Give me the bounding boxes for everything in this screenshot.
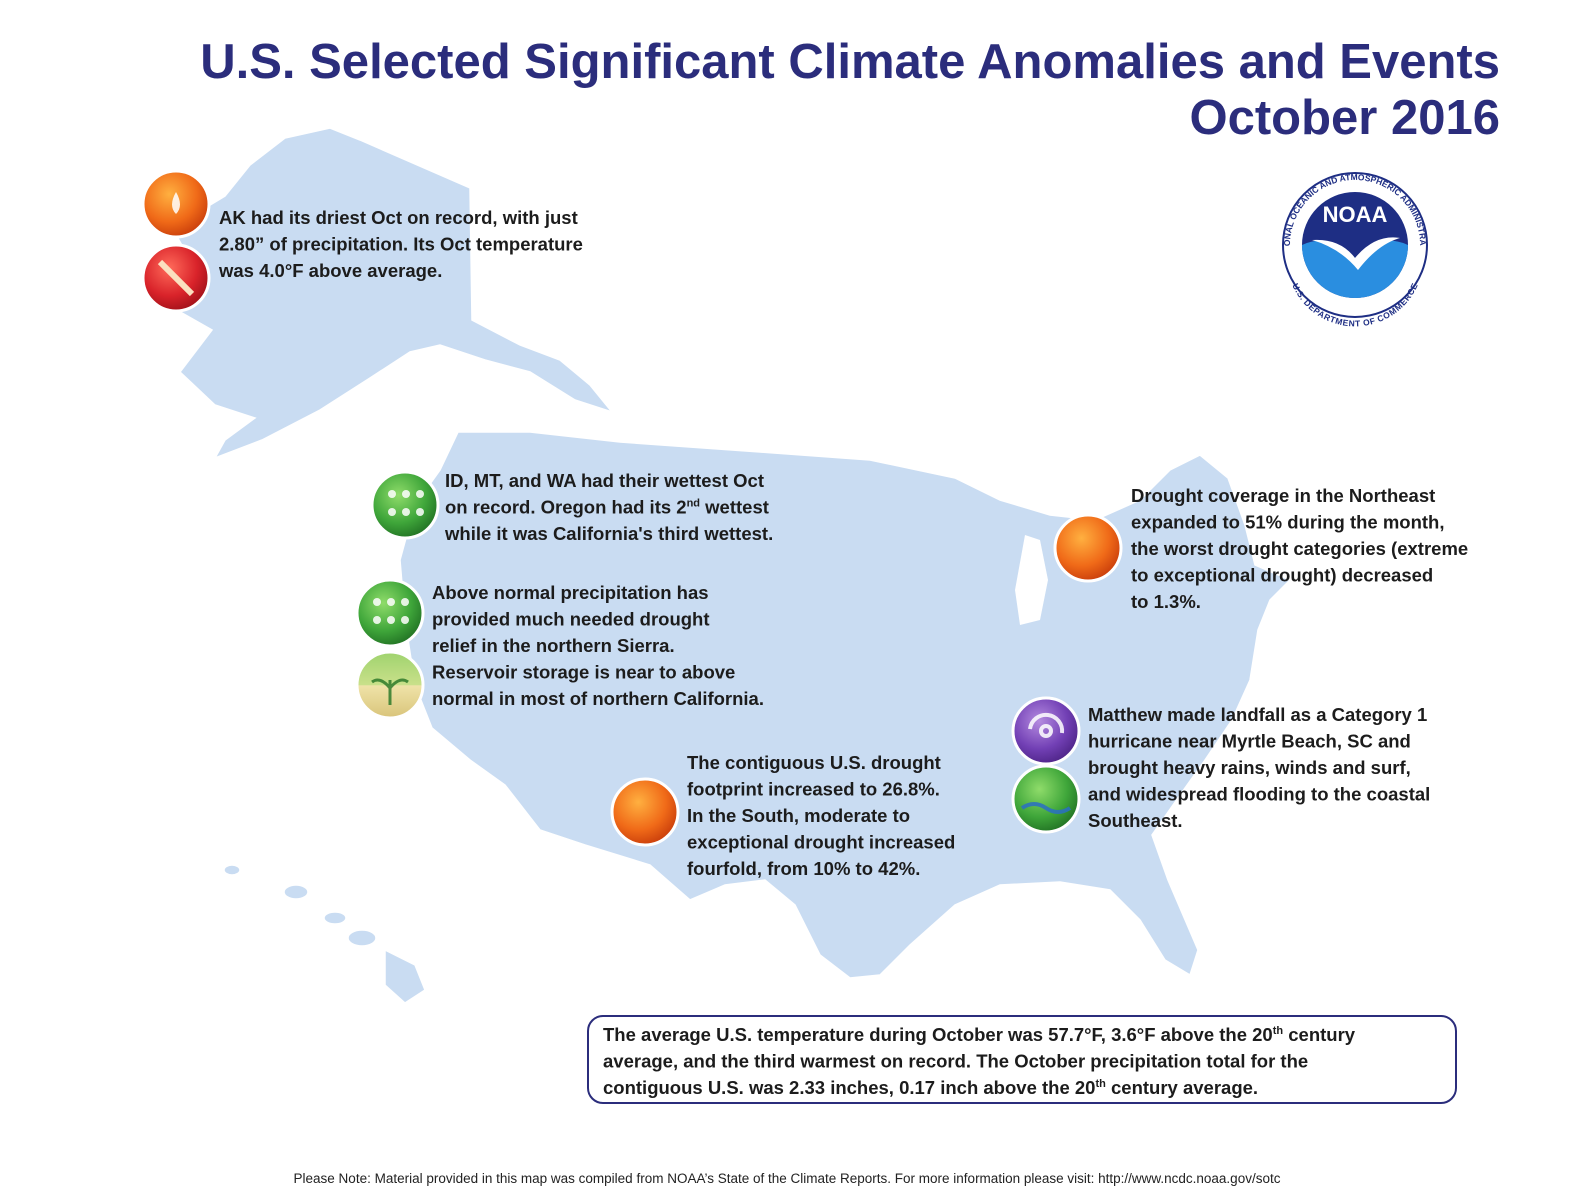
annotation-line: Southeast. [1088, 810, 1183, 831]
annotation-line: hurricane near Myrtle Beach, SC and [1088, 731, 1411, 752]
summary-line: average, and the third warmest on record… [603, 1051, 1308, 1072]
annotation-line: on record. Oregon had its 2nd wettest [445, 497, 769, 518]
waves [1020, 802, 1072, 814]
text-run: wettest [700, 497, 769, 518]
lake-michigan [1015, 535, 1048, 625]
wet-icon [370, 470, 440, 540]
alaska [166, 127, 615, 460]
thermometer [157, 259, 195, 297]
annotation-line: exceptional drought increased [687, 832, 955, 853]
annotation-line: fourfold, from 10% to 42%. [687, 858, 920, 879]
sprout [371, 678, 409, 705]
annotation-line: while it was California's third wettest. [444, 523, 773, 544]
annotation-line: Above normal precipitation has [432, 582, 709, 603]
drought-icon [610, 777, 680, 847]
raindrops [373, 490, 424, 624]
annotation-line: was 4.0°F above average. [218, 260, 442, 281]
text-run: on record. Oregon had its 2 [445, 497, 687, 518]
annotation-line: In the South, moderate to [687, 805, 910, 826]
annotation-line: brought heavy rains, winds and surf, [1088, 757, 1411, 778]
drop [172, 192, 180, 214]
island [384, 948, 426, 1004]
flood-icon [1011, 764, 1081, 834]
annotation-line: and widespread flooding to the coastal [1088, 784, 1430, 805]
footnote: Please Note: Material provided in this m… [294, 1171, 1281, 1186]
superscript: th [1095, 1078, 1106, 1090]
subtitle: October 2016 [1190, 91, 1501, 145]
superscript: nd [687, 498, 700, 510]
annotation-line: ID, MT, and WA had their wettest Oct [445, 470, 764, 491]
logo-center: NOAA [1323, 202, 1388, 227]
text-run: century [1283, 1024, 1356, 1045]
annotation-line: Reservoir storage is near to above [432, 662, 735, 683]
annotation-line: The contiguous U.S. drought [687, 752, 941, 773]
island [347, 929, 377, 947]
annotation-line: Drought coverage in the Northeast [1131, 485, 1435, 506]
annotation-line: AK had its driest Oct on record, with ju… [219, 207, 578, 228]
hurricane-symbol [1028, 712, 1065, 738]
wet-icon [355, 578, 425, 648]
annotation-line: Matthew made landfall as a Category 1 [1088, 704, 1427, 725]
logo-bird [1312, 237, 1400, 270]
annotation-line: expanded to 51% during the month, [1131, 512, 1445, 533]
text-run: contiguous U.S. was 2.33 inches, 0.17 in… [603, 1077, 1095, 1098]
hawaii [223, 864, 426, 1004]
text-run: century average. [1106, 1077, 1258, 1098]
island [223, 864, 241, 876]
title: U.S. Selected Significant Climate Anomal… [200, 35, 1500, 89]
logo-sea [1302, 240, 1408, 298]
summary-line: contiguous U.S. was 2.33 inches, 0.17 in… [603, 1077, 1258, 1098]
icon-details [172, 192, 1072, 814]
annotation-line: to exceptional drought) decreased [1131, 565, 1433, 586]
island [283, 884, 309, 900]
annotation-line: to 1.3%. [1131, 591, 1201, 612]
drought-icon [1053, 513, 1123, 583]
island [323, 911, 347, 925]
annotation-line: normal in most of northern California. [432, 688, 764, 709]
summary-box [587, 1015, 1457, 1104]
annotation-line: relief in the northern Sierra. [432, 635, 675, 656]
summary-line: The average U.S. temperature during Octo… [603, 1024, 1356, 1045]
hurricane-icon [1011, 696, 1081, 766]
annotation-line: footprint increased to 26.8%. [687, 779, 940, 800]
text-run: The average U.S. temperature during Octo… [603, 1024, 1273, 1045]
annotation-line: the worst drought categories (extreme [1131, 538, 1468, 559]
icons [141, 169, 1123, 847]
annotation-line: 2.80” of precipitation. Its Oct temperat… [219, 234, 583, 255]
superscript: th [1273, 1025, 1284, 1037]
annotation-line: provided much needed drought [432, 609, 710, 630]
